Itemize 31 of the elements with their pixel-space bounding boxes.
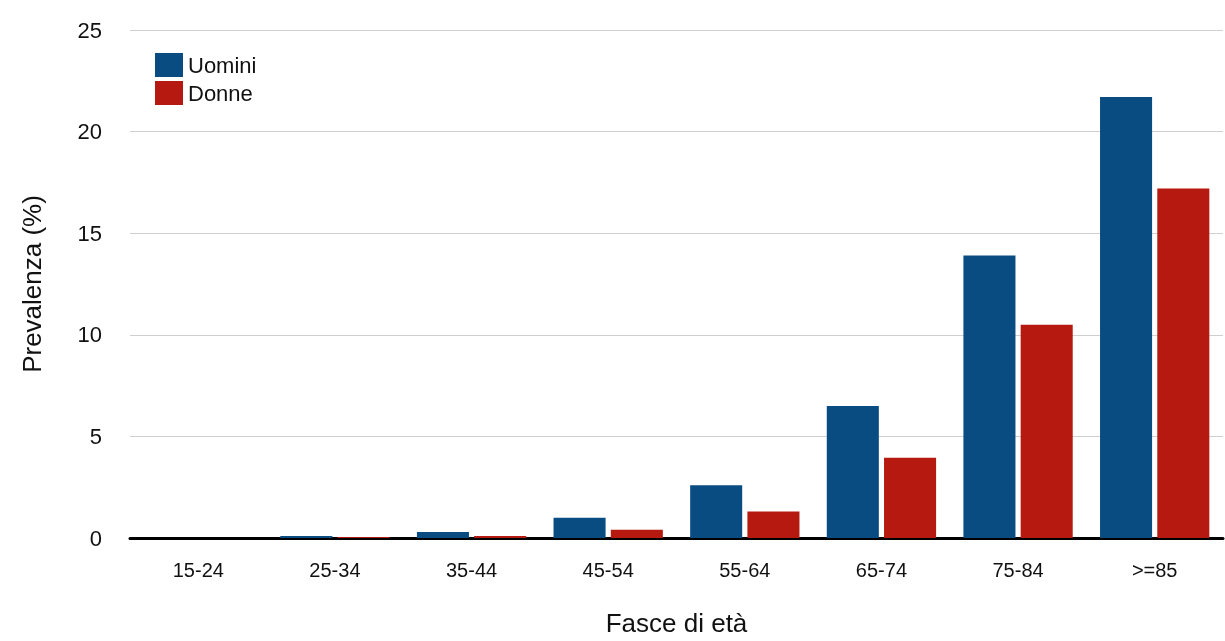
y-axis-title: Prevalenza (%)	[17, 195, 47, 373]
bar	[474, 535, 527, 538]
x-tick-label: 25-34	[309, 559, 361, 581]
y-tick-label: 20	[77, 119, 102, 145]
x-axis-title: Fasce di età	[605, 608, 748, 638]
x-tick-label: 75-84	[992, 559, 1044, 581]
bar	[747, 511, 800, 538]
legend-label: Donne	[188, 80, 253, 106]
bar	[884, 457, 937, 538]
legend-label: Uomini	[188, 52, 257, 78]
bar	[416, 531, 469, 538]
bar	[1100, 97, 1153, 538]
bar	[280, 535, 333, 538]
y-tick-label: 0	[89, 525, 102, 551]
bar	[826, 405, 879, 538]
x-tick-label: 35-44	[445, 559, 498, 581]
y-tick-label: 5	[89, 423, 102, 449]
x-tick-label: 55-64	[719, 559, 771, 581]
y-tick-label: 15	[77, 220, 102, 246]
bar	[1157, 188, 1210, 538]
bar	[690, 485, 743, 538]
bar	[1020, 324, 1073, 538]
y-tick-label: 10	[77, 322, 102, 348]
x-tick-label: 15-24	[172, 559, 224, 581]
x-tick-label: 65-74	[855, 559, 908, 581]
x-tick-label: >=85	[1131, 559, 1178, 581]
y-tick-label: 25	[77, 17, 102, 43]
bar	[610, 529, 663, 538]
x-tick-label: 45-54	[582, 559, 634, 581]
bar	[963, 255, 1016, 538]
bar	[553, 517, 606, 538]
